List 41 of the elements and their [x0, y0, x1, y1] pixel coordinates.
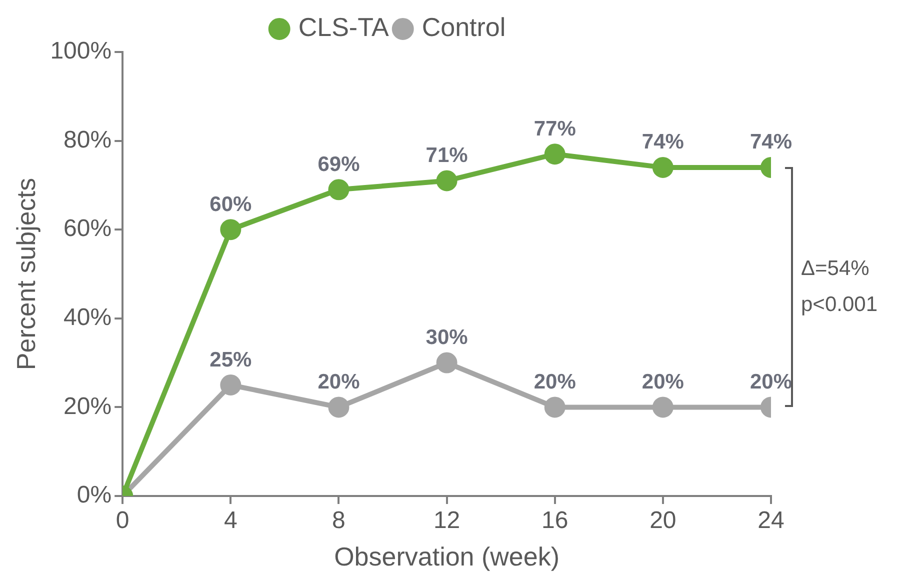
x-tick-label: 16	[542, 507, 568, 534]
x-tick-label: 12	[433, 507, 460, 534]
point	[220, 374, 242, 396]
y-tick-label: 40%	[64, 304, 112, 332]
data-label: 74%	[642, 130, 684, 154]
point	[652, 156, 674, 178]
x-axis-title: Observation (week)	[334, 542, 560, 572]
y-axis-title: Percent subjects	[10, 178, 41, 370]
legend-label: CLS-TA	[298, 12, 390, 42]
point	[436, 170, 458, 192]
point	[220, 219, 242, 240]
data-label: 60%	[210, 192, 252, 216]
y-tick-label: 60%	[64, 215, 112, 242]
x-tick-label: 4	[224, 507, 238, 534]
x-tick-label: 24	[758, 507, 784, 534]
text: Δ=54%	[801, 257, 870, 280]
data-label: 69%	[318, 152, 360, 176]
point	[436, 352, 458, 374]
data-label: 25%	[210, 348, 252, 372]
data-label: 20%	[750, 370, 792, 394]
data-label: 20%	[534, 370, 576, 394]
y-tick-label: 20%	[64, 392, 112, 420]
x-tick-label: 8	[332, 507, 346, 534]
legend-label: Control	[422, 12, 506, 42]
x-tick-label: 20	[650, 507, 676, 534]
y-tick-label: 80%	[64, 126, 112, 154]
x-tick-label: 0	[116, 507, 130, 534]
point	[544, 396, 566, 418]
data-label: 20%	[642, 370, 684, 394]
text: p<0.001	[801, 293, 878, 316]
point	[328, 396, 350, 418]
data-label: 71%	[426, 144, 468, 168]
point	[652, 396, 674, 418]
data-label: 74%	[750, 130, 792, 154]
data-label: 20%	[318, 370, 360, 394]
data-label: 77%	[534, 117, 576, 140]
y-tick-label: 100%	[50, 38, 112, 65]
point	[544, 144, 566, 165]
data-label: 30%	[426, 326, 468, 350]
y-tick-label: 0%	[76, 482, 112, 509]
point	[328, 179, 350, 200]
